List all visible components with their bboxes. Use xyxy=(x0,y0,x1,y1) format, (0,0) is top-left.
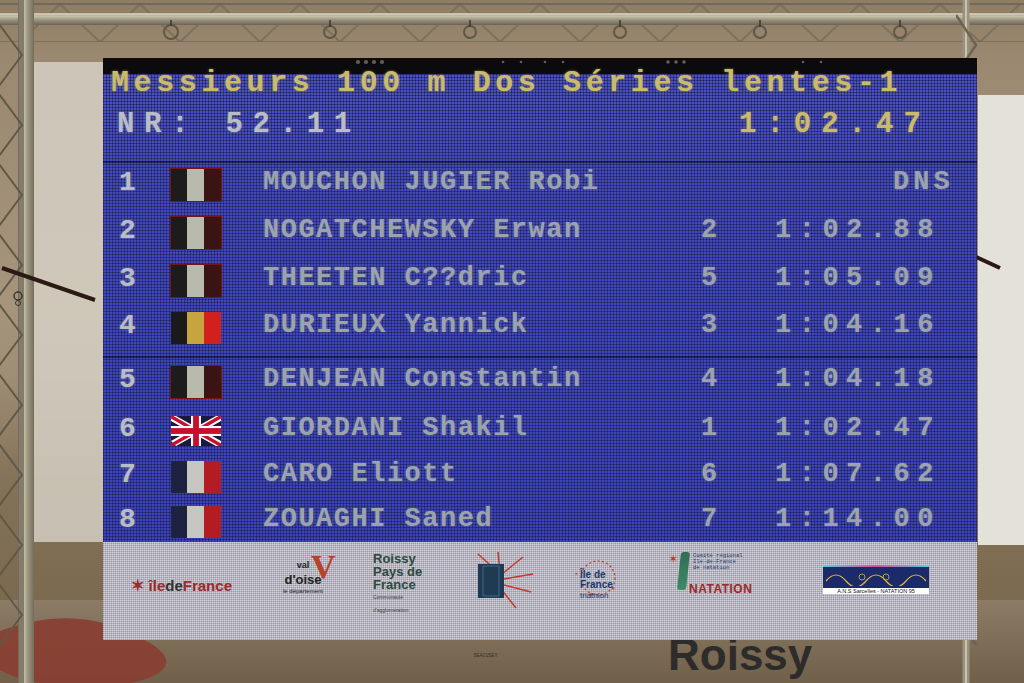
svg-text:★: ★ xyxy=(575,571,578,577)
